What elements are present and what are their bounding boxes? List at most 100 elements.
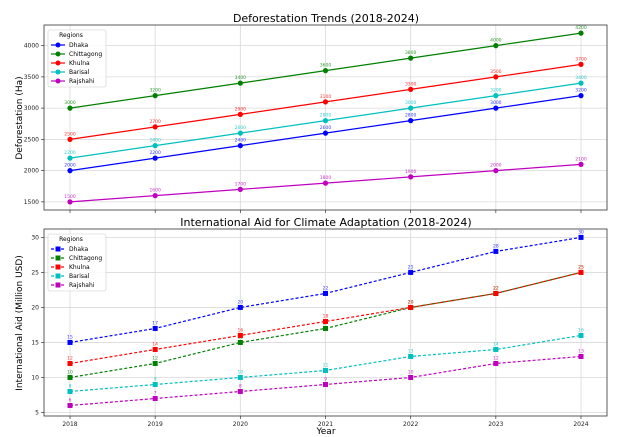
legend-label: Dhaka xyxy=(69,246,88,253)
data-point xyxy=(152,381,158,387)
data-point xyxy=(237,304,243,310)
series-rajshahi: 1500 1600 1700 1800 1900 2000 2100 xyxy=(64,156,587,205)
data-point xyxy=(67,136,73,142)
legend-title: Regions xyxy=(59,32,83,39)
data-point xyxy=(67,105,73,111)
data-label: 3100 xyxy=(320,94,332,100)
series-khulna: 2500 2700 2900 3100 3300 3500 3700 xyxy=(64,56,587,142)
x-axis-label: Year xyxy=(315,427,335,437)
data-point xyxy=(237,186,243,192)
data-label: 25 xyxy=(578,264,584,270)
data-label: 13 xyxy=(578,348,584,354)
data-label: 1600 xyxy=(149,188,161,194)
legend-label: Chittagong xyxy=(69,51,102,58)
data-point xyxy=(323,381,328,387)
legend-marker xyxy=(55,273,61,279)
data-label: 3800 xyxy=(405,50,417,56)
data-point xyxy=(152,346,158,352)
data-point xyxy=(578,61,584,67)
data-label: 3400 xyxy=(575,75,587,81)
data-point xyxy=(323,367,328,373)
data-point xyxy=(408,304,414,310)
data-label: 25 xyxy=(408,264,414,270)
data-point xyxy=(237,388,243,394)
data-point xyxy=(237,339,243,345)
data-label: 22 xyxy=(323,285,329,291)
data-label: 3000 xyxy=(64,100,76,106)
y-tick-label: 10 xyxy=(31,374,39,381)
legend-label: Khulna xyxy=(69,264,90,271)
data-label: 2000 xyxy=(490,163,502,169)
data-point xyxy=(322,118,329,124)
data-label: 12 xyxy=(493,355,499,361)
legend-marker xyxy=(55,60,61,66)
data-point xyxy=(152,360,158,366)
y-tick-label: 5 xyxy=(35,409,39,416)
data-label: 20 xyxy=(237,299,243,305)
legend-label: Rajshahi xyxy=(69,78,95,85)
data-label: 8 xyxy=(69,383,72,389)
y-tick-label: 4000 xyxy=(24,43,39,50)
data-point xyxy=(493,346,499,352)
data-label: 4000 xyxy=(490,38,502,44)
legend-label: Barisal xyxy=(69,273,90,280)
data-point xyxy=(237,143,243,149)
data-label: 20 xyxy=(408,299,414,305)
data-point xyxy=(408,86,414,92)
legend-marker xyxy=(55,42,61,48)
data-label: 1800 xyxy=(320,175,332,181)
data-point xyxy=(237,80,243,86)
series-barisal: 8 9 10 11 13 14 16 xyxy=(67,327,584,394)
data-point xyxy=(408,374,414,380)
data-point xyxy=(493,93,499,99)
data-point xyxy=(322,130,329,136)
data-label: 2700 xyxy=(149,119,161,125)
data-point xyxy=(493,74,499,80)
data-point xyxy=(67,374,73,380)
data-label: 17 xyxy=(152,320,158,326)
data-point xyxy=(237,332,243,338)
data-label: 2600 xyxy=(235,125,247,131)
data-point xyxy=(408,105,414,111)
data-point xyxy=(408,55,414,61)
data-point xyxy=(67,402,73,408)
data-label: 2200 xyxy=(64,150,76,156)
x-tick-label: 2021 xyxy=(318,421,333,428)
data-label: 3700 xyxy=(575,56,587,62)
y-tick-label: 3000 xyxy=(24,105,39,112)
data-label: 16 xyxy=(237,327,243,333)
data-label: 14 xyxy=(152,341,158,347)
legend-title: Regions xyxy=(59,236,83,243)
y-tick-label: 2500 xyxy=(24,136,39,143)
data-label: 3200 xyxy=(149,88,161,94)
data-point xyxy=(322,180,329,186)
data-label: 12 xyxy=(67,355,73,361)
data-point xyxy=(152,124,158,130)
data-label: 10 xyxy=(237,369,243,375)
x-tick-label: 2018 xyxy=(62,421,77,428)
data-point xyxy=(578,30,584,36)
data-point xyxy=(322,99,329,105)
data-label: 15 xyxy=(67,334,73,340)
data-label: 9 xyxy=(324,376,327,382)
y-tick-label: 25 xyxy=(31,269,39,276)
legend-marker xyxy=(55,78,61,84)
data-label: 11 xyxy=(323,362,329,368)
data-point xyxy=(578,161,584,167)
data-label: 9 xyxy=(154,376,157,382)
data-point xyxy=(493,168,499,174)
data-label: 25 xyxy=(578,264,584,270)
data-label: 22 xyxy=(493,285,499,291)
y-tick-label: 2000 xyxy=(24,168,39,175)
data-point xyxy=(67,360,73,366)
data-point xyxy=(323,290,328,296)
data-point xyxy=(152,193,158,199)
data-label: 3000 xyxy=(490,100,502,106)
y-tick-label: 1500 xyxy=(24,199,39,206)
international-aid-chart: International Aid for Climate Adaptation… xyxy=(15,216,608,437)
data-label: 2800 xyxy=(320,113,332,119)
data-point xyxy=(578,80,584,86)
data-label: 2600 xyxy=(320,125,332,131)
data-point xyxy=(67,199,73,205)
legend-box xyxy=(47,233,107,292)
